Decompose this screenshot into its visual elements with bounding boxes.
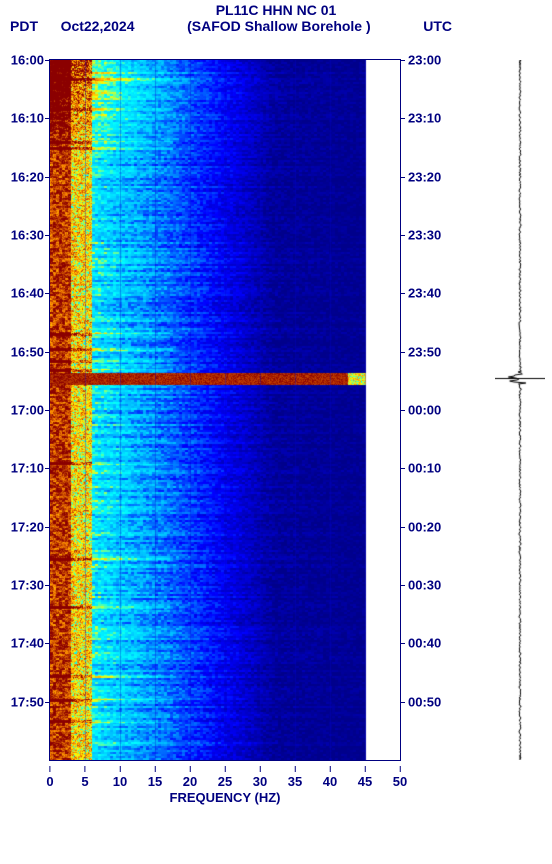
x-tick-mark — [400, 766, 401, 772]
spectrogram-canvas — [50, 60, 400, 760]
x-tick: 35 — [288, 766, 302, 789]
y-left-tick-mark — [45, 60, 50, 61]
x-tick: 15 — [148, 766, 162, 789]
x-tick-mark — [330, 766, 331, 772]
y-right-tick-label: 23:00 — [408, 53, 441, 68]
x-tick-label: 30 — [253, 774, 267, 789]
x-tick-label: 25 — [218, 774, 232, 789]
y-left-tick-label: 17:20 — [11, 519, 44, 534]
x-tick: 10 — [113, 766, 127, 789]
y-right-tick-label: 23:50 — [408, 344, 441, 359]
y-left-tick-label: 16:40 — [11, 286, 44, 301]
y-right-tick-mark — [400, 702, 405, 703]
x-tick-label: 15 — [148, 774, 162, 789]
x-tick-mark — [155, 766, 156, 772]
x-tick-label: 45 — [358, 774, 372, 789]
x-tick-label: 5 — [81, 774, 88, 789]
y-right-tick-mark — [400, 410, 405, 411]
x-tick-label: 35 — [288, 774, 302, 789]
y-right-tick-mark — [400, 60, 405, 61]
y-left-tick-mark — [45, 527, 50, 528]
y-left-tick-label: 17:50 — [11, 694, 44, 709]
y-left-tick-mark — [45, 702, 50, 703]
header: PL11C HHN NC 01 PDT Oct22,2024 (SAFOD Sh… — [0, 2, 552, 34]
y-right-tick-label: 23:10 — [408, 111, 441, 126]
x-tick-mark — [225, 766, 226, 772]
station-title: PL11C HHN NC 01 — [0, 2, 552, 18]
spectrogram-area — [50, 60, 400, 760]
waveform-area — [495, 60, 545, 760]
y-right-tick-mark — [400, 585, 405, 586]
y-left-tick-label: 17:00 — [11, 403, 44, 418]
y-right-tick-label: 00:00 — [408, 403, 441, 418]
y-left-tick-label: 16:30 — [11, 228, 44, 243]
x-tick: 20 — [183, 766, 197, 789]
subtitle: (SAFOD Shallow Borehole ) — [187, 18, 371, 34]
x-tick-mark — [120, 766, 121, 772]
y-right-tick-label: 00:20 — [408, 519, 441, 534]
y-left-tick-mark — [45, 643, 50, 644]
y-left-tick-mark — [45, 410, 50, 411]
y-right-tick-mark — [400, 468, 405, 469]
x-tick-mark — [365, 766, 366, 772]
y-right-tick-label: 00:10 — [408, 461, 441, 476]
y-right-tick-label: 23:40 — [408, 286, 441, 301]
y-left-tick-mark — [45, 177, 50, 178]
x-axis-label: FREQUENCY (HZ) — [50, 790, 400, 805]
x-tick-label: 40 — [323, 774, 337, 789]
y-left-tick-mark — [45, 293, 50, 294]
y-right-tick-mark — [400, 352, 405, 353]
y-right-tick-mark — [400, 643, 405, 644]
x-tick: 0 — [46, 766, 53, 789]
x-tick-label: 20 — [183, 774, 197, 789]
y-left-tick-label: 16:50 — [11, 344, 44, 359]
x-tick: 50 — [393, 766, 407, 789]
y-right-tick-mark — [400, 235, 405, 236]
y-left-tick-mark — [45, 468, 50, 469]
y-right-tick-mark — [400, 177, 405, 178]
x-tick: 25 — [218, 766, 232, 789]
y-left-tick-label: 17:30 — [11, 578, 44, 593]
y-left-tick-mark — [45, 235, 50, 236]
y-right-tick-mark — [400, 527, 405, 528]
x-tick-mark — [190, 766, 191, 772]
x-tick-label: 50 — [393, 774, 407, 789]
left-timezone: PDT — [10, 18, 38, 34]
y-right-tick-label: 00:50 — [408, 694, 441, 709]
header-line2: PDT Oct22,2024 (SAFOD Shallow Borehole )… — [0, 18, 552, 34]
y-right-tick-mark — [400, 118, 405, 119]
y-left-tick-label: 17:10 — [11, 461, 44, 476]
x-tick-mark — [295, 766, 296, 772]
y-axis-right: 23:0023:1023:2023:3023:4023:5000:0000:10… — [400, 60, 448, 760]
y-right-tick-label: 00:40 — [408, 636, 441, 651]
x-tick: 30 — [253, 766, 267, 789]
date-label: Oct22,2024 — [61, 18, 135, 34]
x-tick-label: 10 — [113, 774, 127, 789]
y-left-tick-label: 16:20 — [11, 169, 44, 184]
y-left-tick-label: 17:40 — [11, 636, 44, 651]
x-tick-mark — [260, 766, 261, 772]
y-left-tick-label: 16:10 — [11, 111, 44, 126]
y-right-tick-mark — [400, 293, 405, 294]
x-tick: 40 — [323, 766, 337, 789]
y-left-tick-mark — [45, 585, 50, 586]
y-left-tick-mark — [45, 352, 50, 353]
y-right-tick-label: 00:30 — [408, 578, 441, 593]
y-right-tick-label: 23:20 — [408, 169, 441, 184]
right-timezone: UTC — [423, 18, 452, 34]
x-tick: 45 — [358, 766, 372, 789]
y-left-tick-mark — [45, 118, 50, 119]
x-tick: 5 — [81, 766, 88, 789]
y-right-tick-label: 23:30 — [408, 228, 441, 243]
y-axis-left: 16:0016:1016:2016:3016:4016:5017:0017:10… — [0, 60, 48, 760]
waveform-canvas — [495, 60, 545, 760]
x-tick-label: 0 — [46, 774, 53, 789]
x-tick-mark — [84, 766, 85, 772]
x-tick-mark — [49, 766, 50, 772]
y-left-tick-label: 16:00 — [11, 53, 44, 68]
